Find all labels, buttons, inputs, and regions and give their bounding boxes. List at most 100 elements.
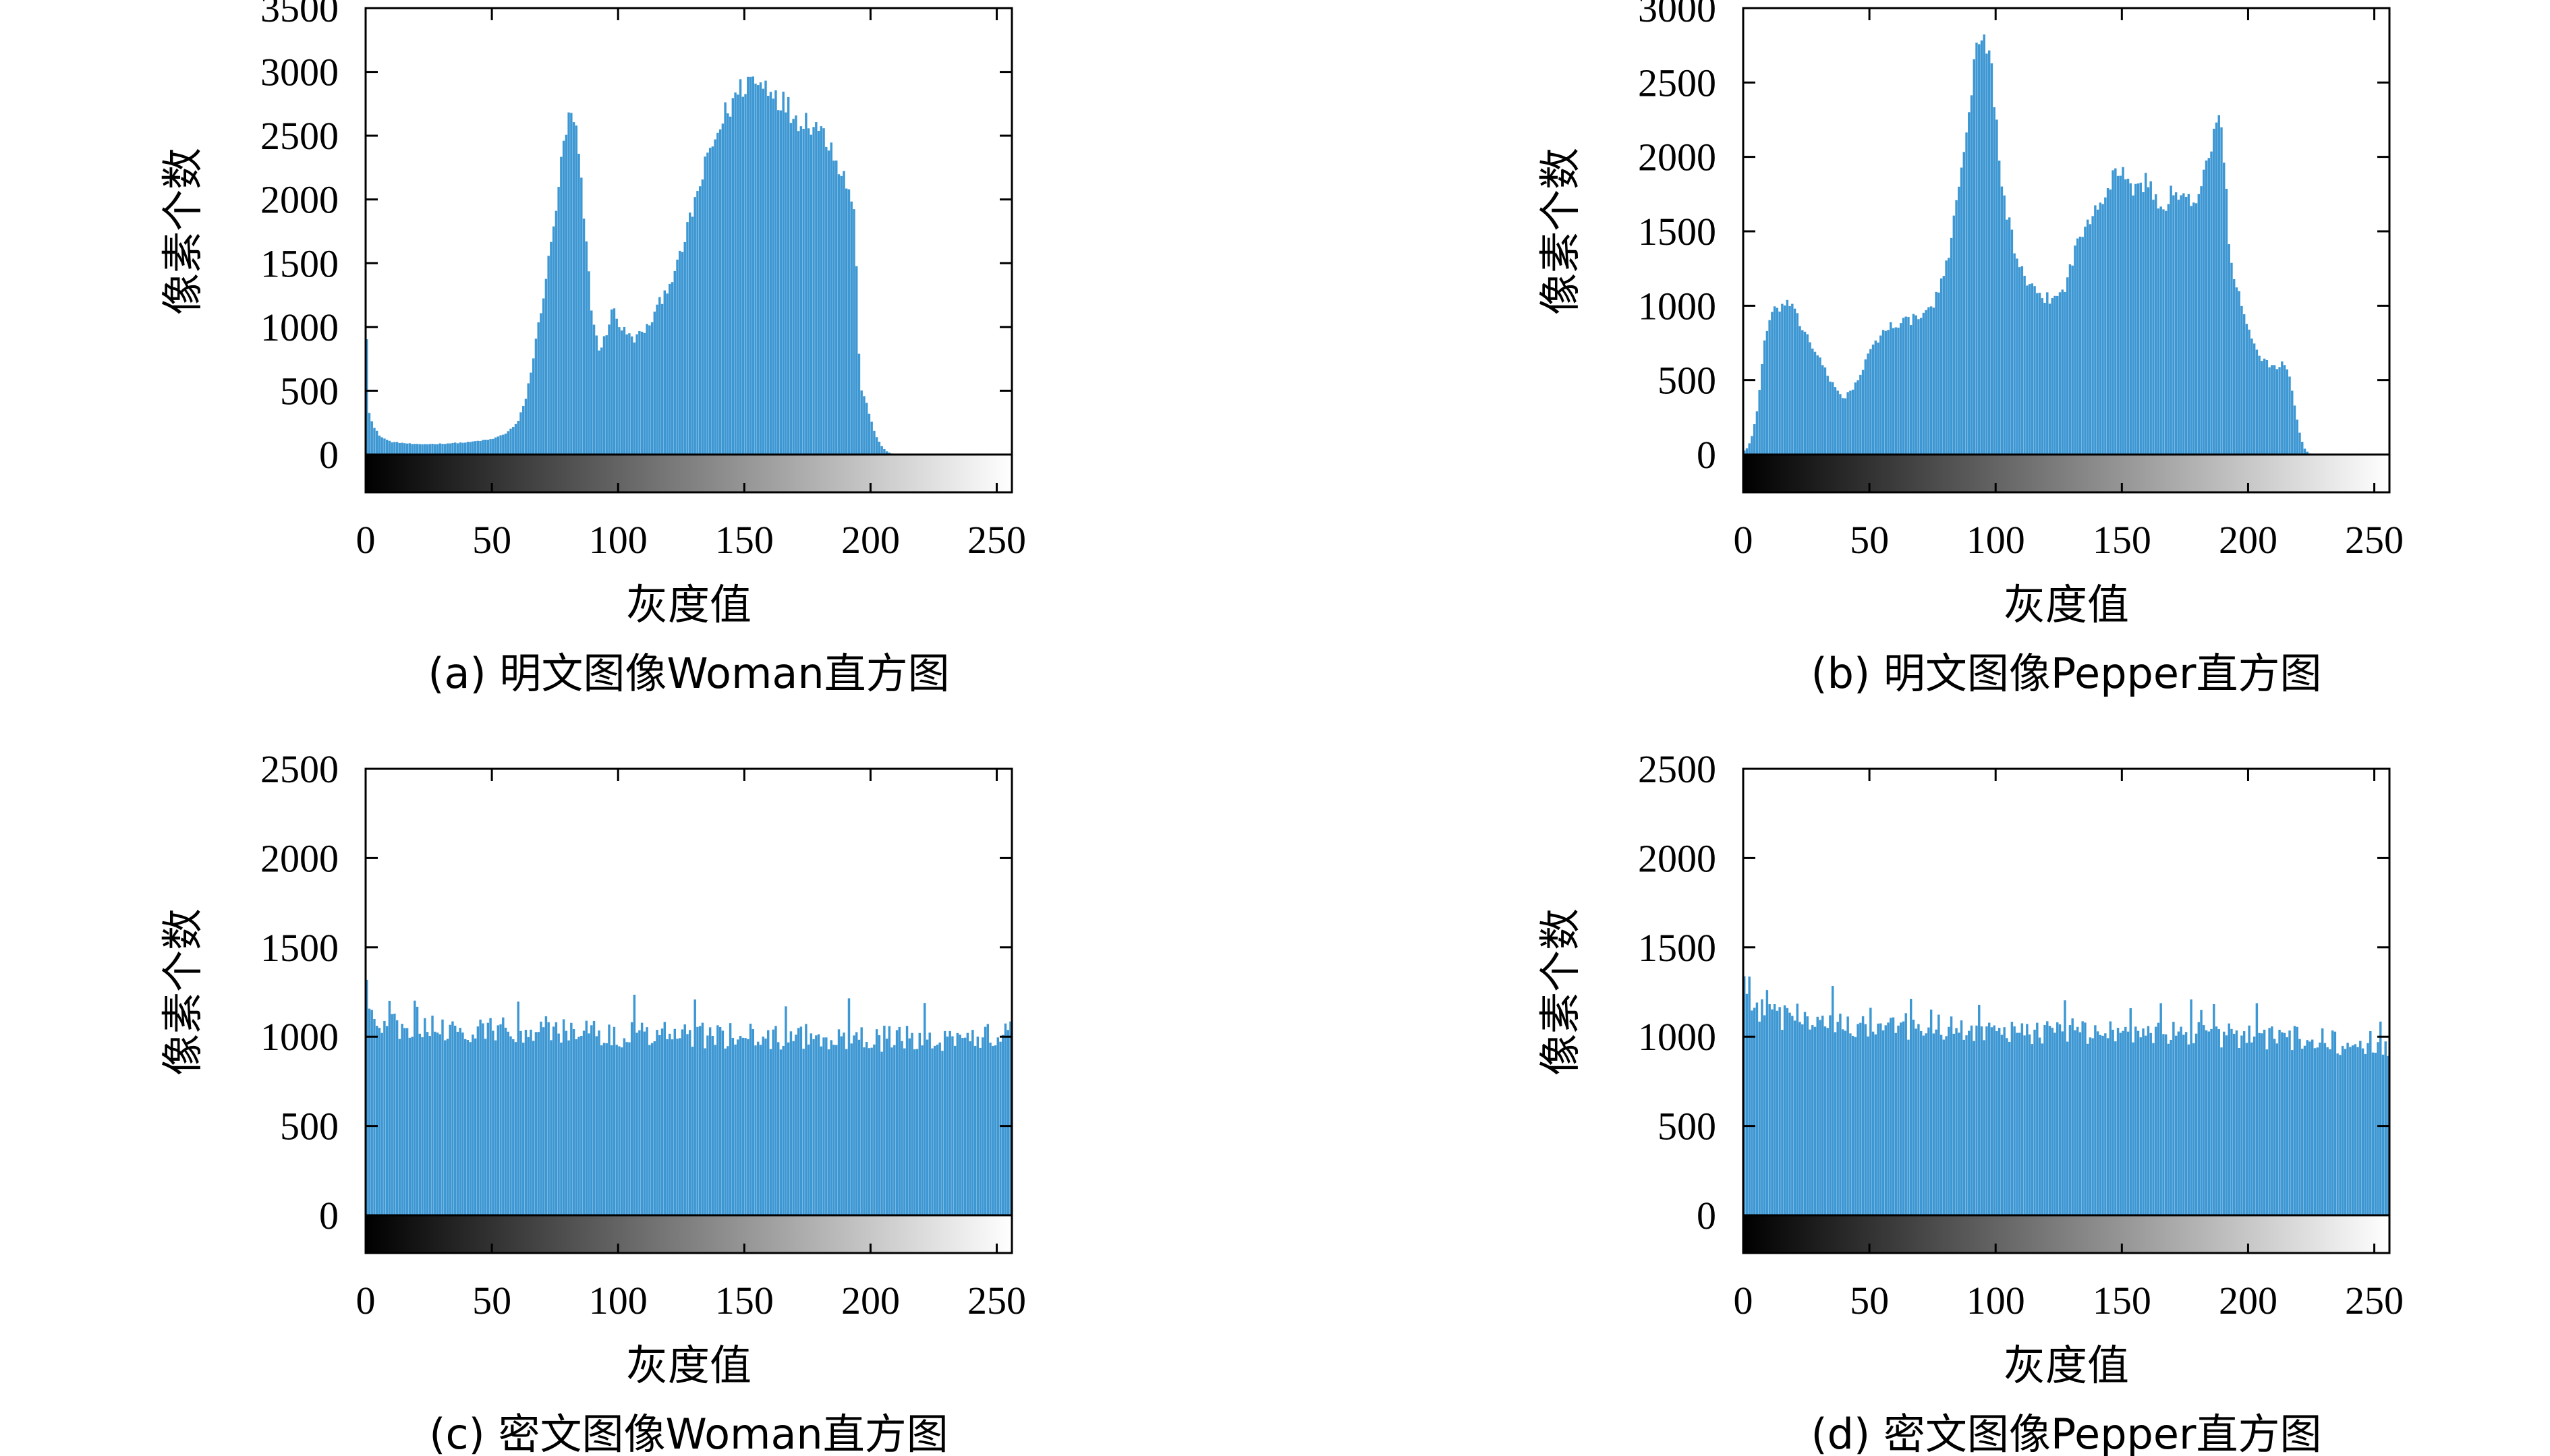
histogram-bar — [618, 327, 621, 455]
histogram-bar — [2084, 227, 2087, 455]
histogram-bar — [2119, 175, 2122, 455]
histogram-bar — [999, 1041, 1002, 1215]
histogram-bar — [1826, 1028, 1829, 1215]
histogram-bar — [582, 219, 586, 455]
histogram-bar — [863, 1047, 866, 1215]
histogram-bar — [1849, 390, 1852, 455]
histogram-bar — [547, 256, 550, 455]
grayscale-colorbar — [364, 1214, 1013, 1254]
histogram-bar — [2056, 295, 2059, 455]
histogram-bar — [696, 1026, 699, 1215]
histogram-bar — [472, 1035, 474, 1215]
histogram-bar — [2061, 1031, 2064, 1215]
histogram-bar — [610, 1045, 613, 1215]
histogram-bar — [2331, 1030, 2334, 1215]
histogram-bar — [681, 252, 684, 455]
histogram-bar — [2172, 1022, 2175, 1215]
histogram-bar — [2074, 245, 2076, 455]
histogram-bar — [749, 76, 752, 455]
histogram-bar — [2271, 365, 2273, 455]
histogram-bar — [656, 304, 658, 455]
histogram-bar — [757, 1041, 760, 1215]
histogram-bar — [1859, 1022, 1862, 1215]
histogram-bar — [1801, 330, 1804, 455]
histogram-bar — [2064, 1000, 2066, 1215]
histogram-bar — [671, 282, 674, 455]
histogram-bar — [1922, 1035, 1925, 1215]
histogram-bar — [1758, 1021, 1761, 1215]
histogram-bar — [729, 116, 732, 455]
histogram-bar — [2091, 216, 2094, 455]
histogram-bar — [504, 433, 507, 455]
histogram-bar — [921, 1045, 924, 1215]
histogram-bar — [1773, 1004, 1776, 1215]
histogram-bar — [1771, 1009, 1774, 1215]
histogram-bar — [696, 191, 699, 455]
histogram-bar — [570, 113, 573, 455]
histogram-bar — [1887, 1022, 1890, 1215]
histogram-bar — [1990, 63, 1993, 455]
histogram-bar — [2374, 1052, 2377, 1215]
histogram-bar — [1844, 1030, 1847, 1215]
histogram-bar — [772, 1029, 774, 1215]
histogram-bar — [630, 336, 633, 455]
histogram-bar — [873, 430, 876, 455]
histogram-bar — [2056, 1022, 2059, 1215]
histogram-bar — [734, 92, 737, 455]
y-tick-label: 500 — [280, 1105, 339, 1148]
histogram-bar — [2263, 358, 2266, 455]
histogram-bar — [2162, 209, 2165, 455]
histogram-bar — [820, 126, 823, 455]
histogram-bar — [686, 222, 689, 455]
histogram-bar — [658, 297, 661, 455]
histogram-bar — [519, 1030, 522, 1215]
histogram-bar — [727, 1046, 729, 1215]
histogram-bar — [924, 1003, 926, 1215]
histogram-bar — [2124, 179, 2127, 455]
histogram-bar — [747, 1039, 749, 1215]
histogram-bar — [792, 119, 795, 455]
histogram-bar — [2076, 1026, 2079, 1215]
histogram-bar — [421, 1037, 424, 1215]
histogram-bar — [499, 1024, 502, 1215]
y-tick-label: 2500 — [260, 747, 339, 791]
histogram-bar — [2112, 170, 2114, 455]
histogram-bar — [2220, 127, 2223, 455]
histogram-bar — [484, 1039, 487, 1215]
histogram-bar — [785, 112, 787, 455]
histogram-bar — [1829, 1015, 1832, 1215]
histogram-bar — [1819, 357, 1821, 455]
histogram-bar — [486, 440, 490, 455]
histogram-bar — [653, 1041, 656, 1215]
histogram-bar — [2177, 1031, 2180, 1215]
histogram-bar — [1839, 1014, 1842, 1215]
histogram-bar — [822, 128, 825, 455]
histogram-bar — [898, 1026, 901, 1215]
histogram-bar — [2058, 1024, 2062, 1215]
histogram-bar — [598, 1030, 600, 1215]
histogram-bar — [2344, 1049, 2347, 1215]
histogram-bar — [1884, 1025, 1887, 1215]
histogram-bar — [484, 440, 487, 455]
histogram-bar — [592, 324, 596, 455]
y-tick-label: 3000 — [260, 51, 339, 94]
histogram-bar — [1955, 1028, 1958, 1215]
histogram-bar — [2132, 195, 2134, 455]
histogram-bar — [1857, 1024, 1859, 1215]
histogram-bar — [456, 1031, 459, 1215]
histogram-bar — [2126, 179, 2130, 455]
histogram-bar — [908, 1038, 911, 1215]
histogram-bar — [2387, 1055, 2389, 1215]
histogram-bar — [2033, 286, 2036, 455]
histogram-bar — [2023, 1035, 2026, 1215]
histogram-bar — [2268, 1028, 2271, 1215]
y-tick-label: 3500 — [260, 0, 339, 30]
histogram-bar — [1869, 349, 1872, 455]
histogram-bar — [565, 1030, 568, 1215]
histogram-bar — [2038, 1037, 2041, 1215]
histogram-bar — [2190, 206, 2192, 455]
histogram-bar — [1753, 424, 1756, 455]
histogram-bar — [1849, 1033, 1852, 1215]
histogram-bar — [721, 123, 725, 455]
histogram-bar — [424, 444, 426, 455]
